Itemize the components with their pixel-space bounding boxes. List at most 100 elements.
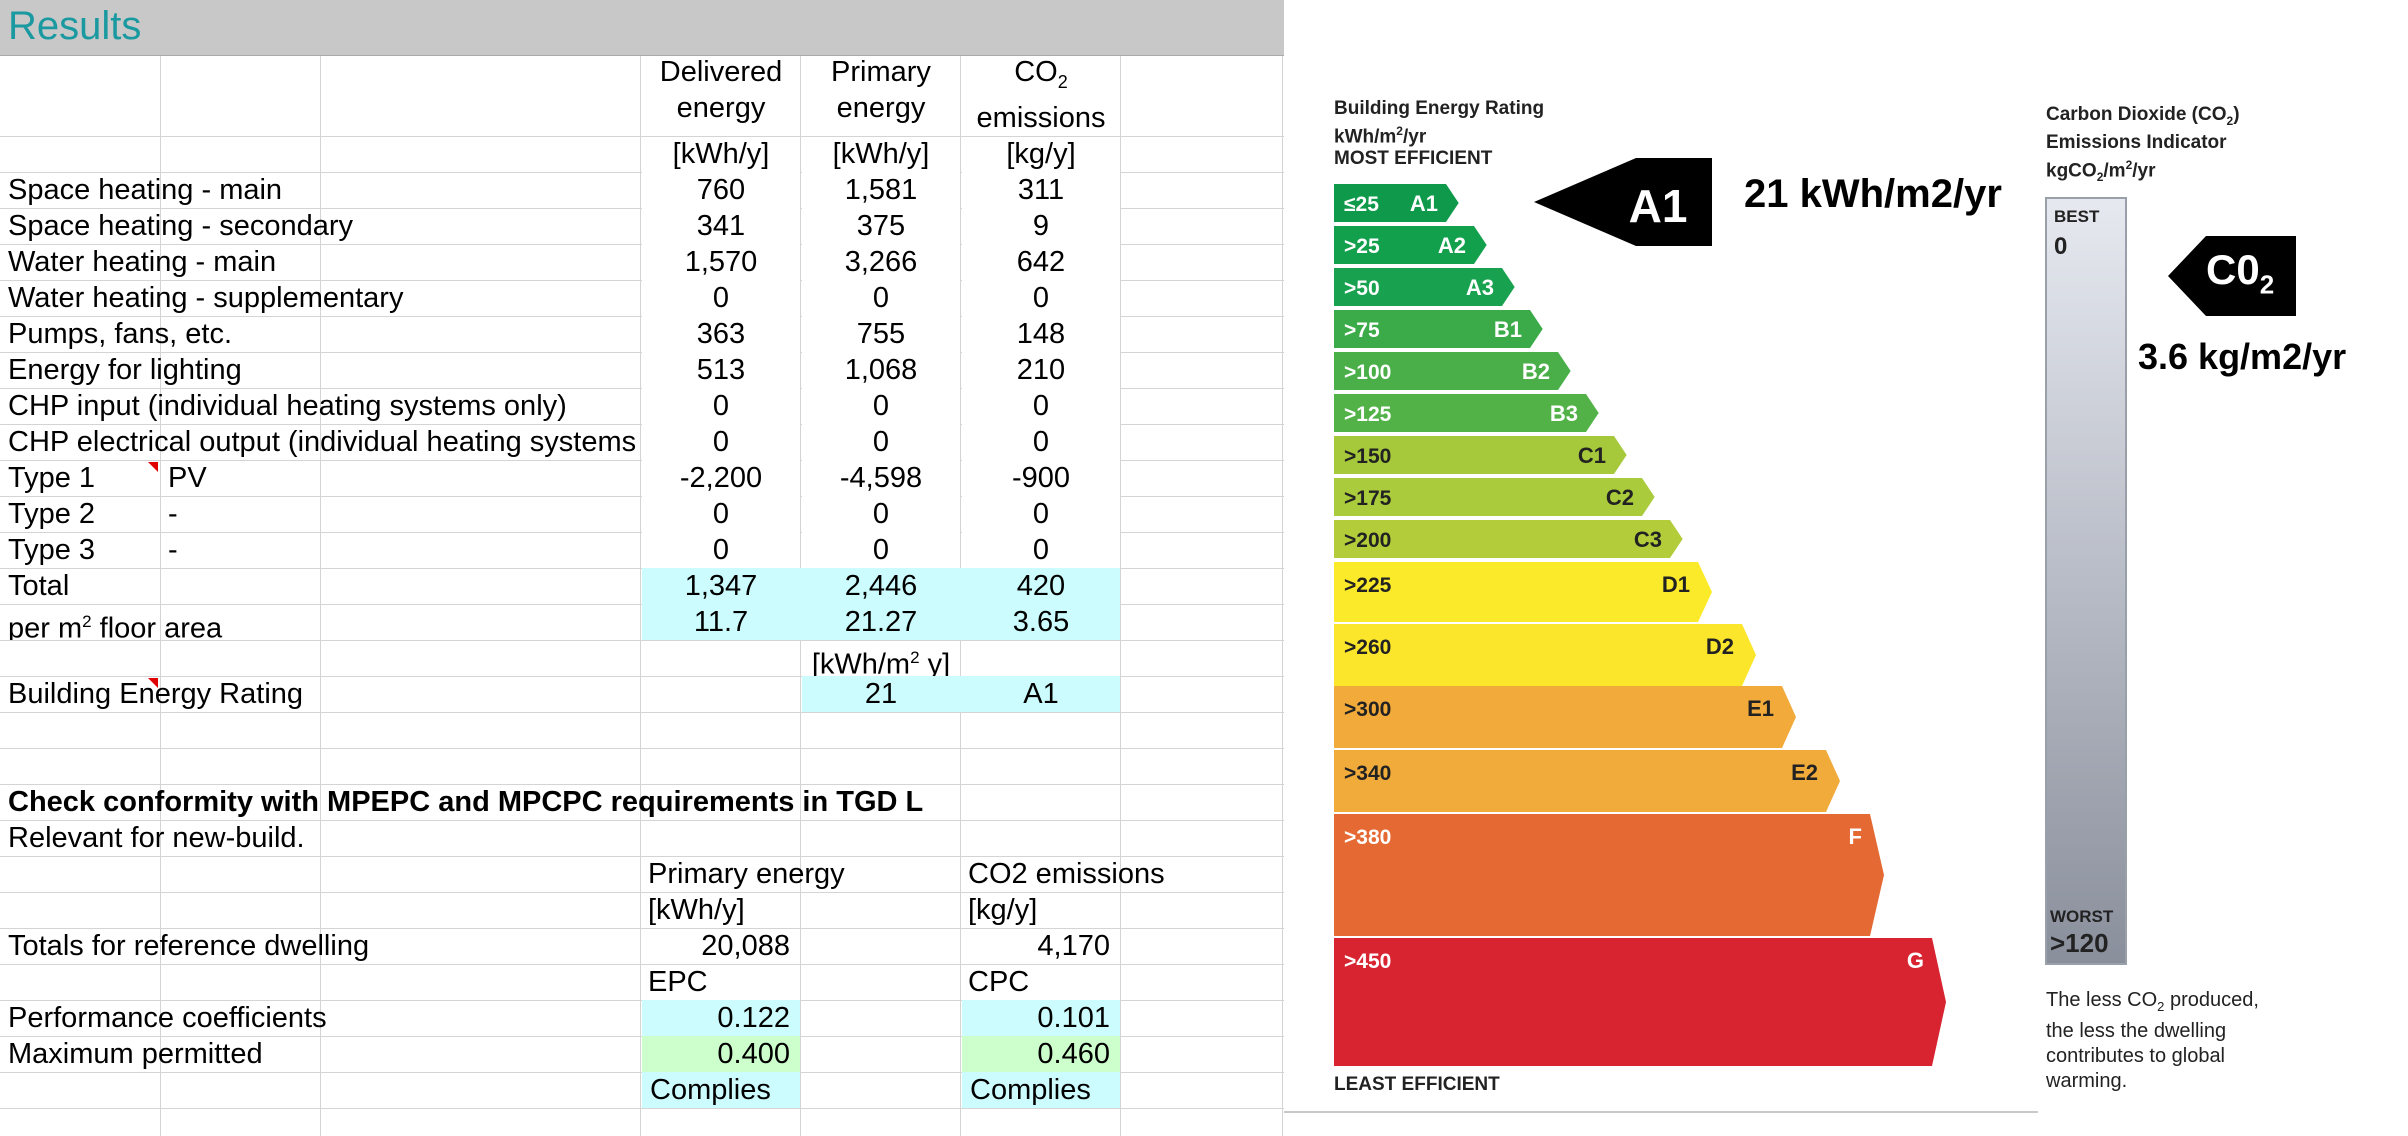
co2-caption-line3-a: kgCO	[2046, 160, 2097, 182]
ber-band-range: >340	[1344, 762, 1391, 785]
ber-value[interactable]: 21	[864, 678, 898, 710]
grid-hline	[0, 712, 1284, 713]
row-primary-value[interactable]: 0	[802, 388, 960, 424]
reference-co2[interactable]: 4,170	[1037, 930, 1110, 962]
co2-caption-line1-post: )	[2233, 104, 2240, 125]
co2-caption-line3-sup: 2	[2125, 157, 2133, 172]
ber-band-range: >380	[1344, 826, 1391, 849]
row-primary-value[interactable]: 0	[802, 496, 960, 532]
coef-epc[interactable]: 0.122	[642, 1000, 800, 1036]
row-delivered-value[interactable]: 513	[642, 352, 800, 388]
reference-label: Totals for reference dwelling	[8, 930, 370, 962]
ber-band-range: >200	[1344, 529, 1391, 552]
ber-band-grade: B2	[1522, 359, 1550, 384]
row-delivered-value[interactable]: 0	[642, 532, 800, 568]
per-area-label-post: floor area	[91, 612, 223, 640]
row-delivered-value[interactable]: -2,200	[642, 460, 800, 496]
reference-primary[interactable]: 20,088	[701, 930, 790, 962]
coef-cpc[interactable]: 0.101	[962, 1000, 1120, 1036]
row-primary-value[interactable]: 375	[802, 208, 960, 244]
row-delivered-value[interactable]: 1,570	[642, 244, 800, 280]
grid-hline	[0, 640, 1284, 641]
ber-caption-unit-pre: kWh/m	[1334, 126, 1397, 148]
co2-caption-line1: Carbon Dioxide (CO2)	[2046, 104, 2240, 132]
co2-caption-line1-sub: 2	[2226, 113, 2234, 128]
row-co2-value[interactable]: 311	[962, 172, 1120, 208]
header-co2-subscript: 2	[1057, 71, 1068, 92]
row-co2-value[interactable]: 148	[962, 316, 1120, 352]
per-area-label: per m2 floor area	[0, 604, 640, 640]
result-cpc[interactable]: Complies	[962, 1072, 1120, 1108]
least-efficient-label: LEAST EFFICIENT	[1334, 1074, 1500, 1095]
row-primary-value[interactable]: 0	[802, 424, 960, 460]
max-epc[interactable]: 0.400	[642, 1036, 800, 1072]
per-area-delivered[interactable]: 11.7	[693, 606, 749, 638]
co2-note-line2: the less the dwelling	[2046, 1020, 2227, 1042]
grid-vline	[1282, 56, 1283, 1136]
row-co2-value[interactable]: 0	[962, 388, 1120, 424]
row-primary-value[interactable]: 755	[802, 316, 960, 352]
co2-best-value: 0	[2054, 233, 2068, 260]
co2-note-line1-pre: The less CO	[2046, 989, 2158, 1011]
ber-band-grade: A2	[1438, 233, 1466, 258]
co2-note-sub: 2	[2157, 999, 2165, 1014]
max-cpc[interactable]: 0.460	[962, 1036, 1120, 1072]
row-co2-value[interactable]: 9	[962, 208, 1120, 244]
row-co2-value[interactable]: 0	[962, 424, 1120, 460]
ber-band-d2	[1334, 624, 1756, 686]
row-primary-value[interactable]: 1,068	[802, 352, 960, 388]
total-primary[interactable]: 2,446	[844, 570, 918, 602]
per-area-label-pre: per m	[8, 612, 83, 640]
per-area-primary[interactable]: 21.27	[844, 606, 918, 638]
row-delivered-value[interactable]: 0	[642, 424, 800, 460]
per-area-co2[interactable]: 3.65	[1012, 606, 1070, 638]
grid-hline	[0, 964, 1284, 965]
comment-marker-icon[interactable]	[148, 462, 158, 472]
row-delivered-value[interactable]: 0	[642, 496, 800, 532]
row-primary-value[interactable]: -4,598	[802, 460, 960, 496]
ber-caption-unit-sup: 2	[1396, 124, 1403, 138]
ber-caption: Building Energy Rating kWh/m2/yr MOST EF…	[1334, 98, 1544, 170]
sheet-title-bar: Results	[0, 0, 1284, 56]
row-primary-value[interactable]: 0	[802, 280, 960, 316]
co2-caption-line3-sub: 2	[2096, 169, 2104, 184]
header-co2-line2: emissions	[976, 101, 1106, 134]
ber-rating-arrow	[1534, 158, 1712, 246]
ber-band-b3	[1334, 394, 1599, 432]
co2-note-line1: The less CO2 produced,	[2046, 988, 2259, 1019]
grid-hline	[0, 748, 1284, 749]
row-primary-value[interactable]: 3,266	[802, 244, 960, 280]
ber-grade[interactable]: A1	[1023, 678, 1059, 710]
row-co2-value[interactable]: 642	[962, 244, 1120, 280]
row-label: CHP input (individual heating systems on…	[8, 390, 567, 422]
total-co2[interactable]: 420	[1016, 570, 1066, 602]
ber-band-range: >25	[1344, 235, 1380, 258]
row-delivered-value[interactable]: 760	[642, 172, 800, 208]
row-delivered-value[interactable]: 0	[642, 280, 800, 316]
row-primary-value[interactable]: 0	[802, 532, 960, 568]
row-co2-value[interactable]: -900	[962, 460, 1120, 496]
co2-caption-line3-b: /m	[2103, 160, 2126, 182]
ber-band-range: ≤25	[1344, 193, 1379, 216]
row-co2-value[interactable]: 0	[962, 280, 1120, 316]
comment-marker-icon[interactable]	[148, 678, 158, 688]
row-delivered-value[interactable]: 0	[642, 388, 800, 424]
row-co2-value[interactable]: 0	[962, 496, 1120, 532]
ber-band-grade: B1	[1494, 317, 1522, 342]
ber-band-a3	[1334, 268, 1515, 306]
grid-vline	[160, 56, 161, 1136]
row-delivered-value[interactable]: 363	[642, 316, 800, 352]
result-epc[interactable]: Complies	[642, 1072, 800, 1108]
row-primary-value[interactable]: 1,581	[802, 172, 960, 208]
total-delivered[interactable]: 1,347	[684, 570, 758, 602]
ber-band-f	[1334, 814, 1884, 936]
row-co2-value[interactable]: 0	[962, 532, 1120, 568]
ber-caption-title: Building Energy Rating	[1334, 98, 1545, 119]
co2-worst-value: >120	[2050, 928, 2109, 958]
ber-band-grade: C2	[1606, 485, 1634, 510]
row-delivered-value[interactable]: 341	[642, 208, 800, 244]
row-co2-value[interactable]: 210	[962, 352, 1120, 388]
ber-band-grade: D1	[1662, 572, 1690, 597]
row-label: Pumps, fans, etc.	[8, 318, 233, 350]
ber-band-b1	[1334, 310, 1543, 348]
